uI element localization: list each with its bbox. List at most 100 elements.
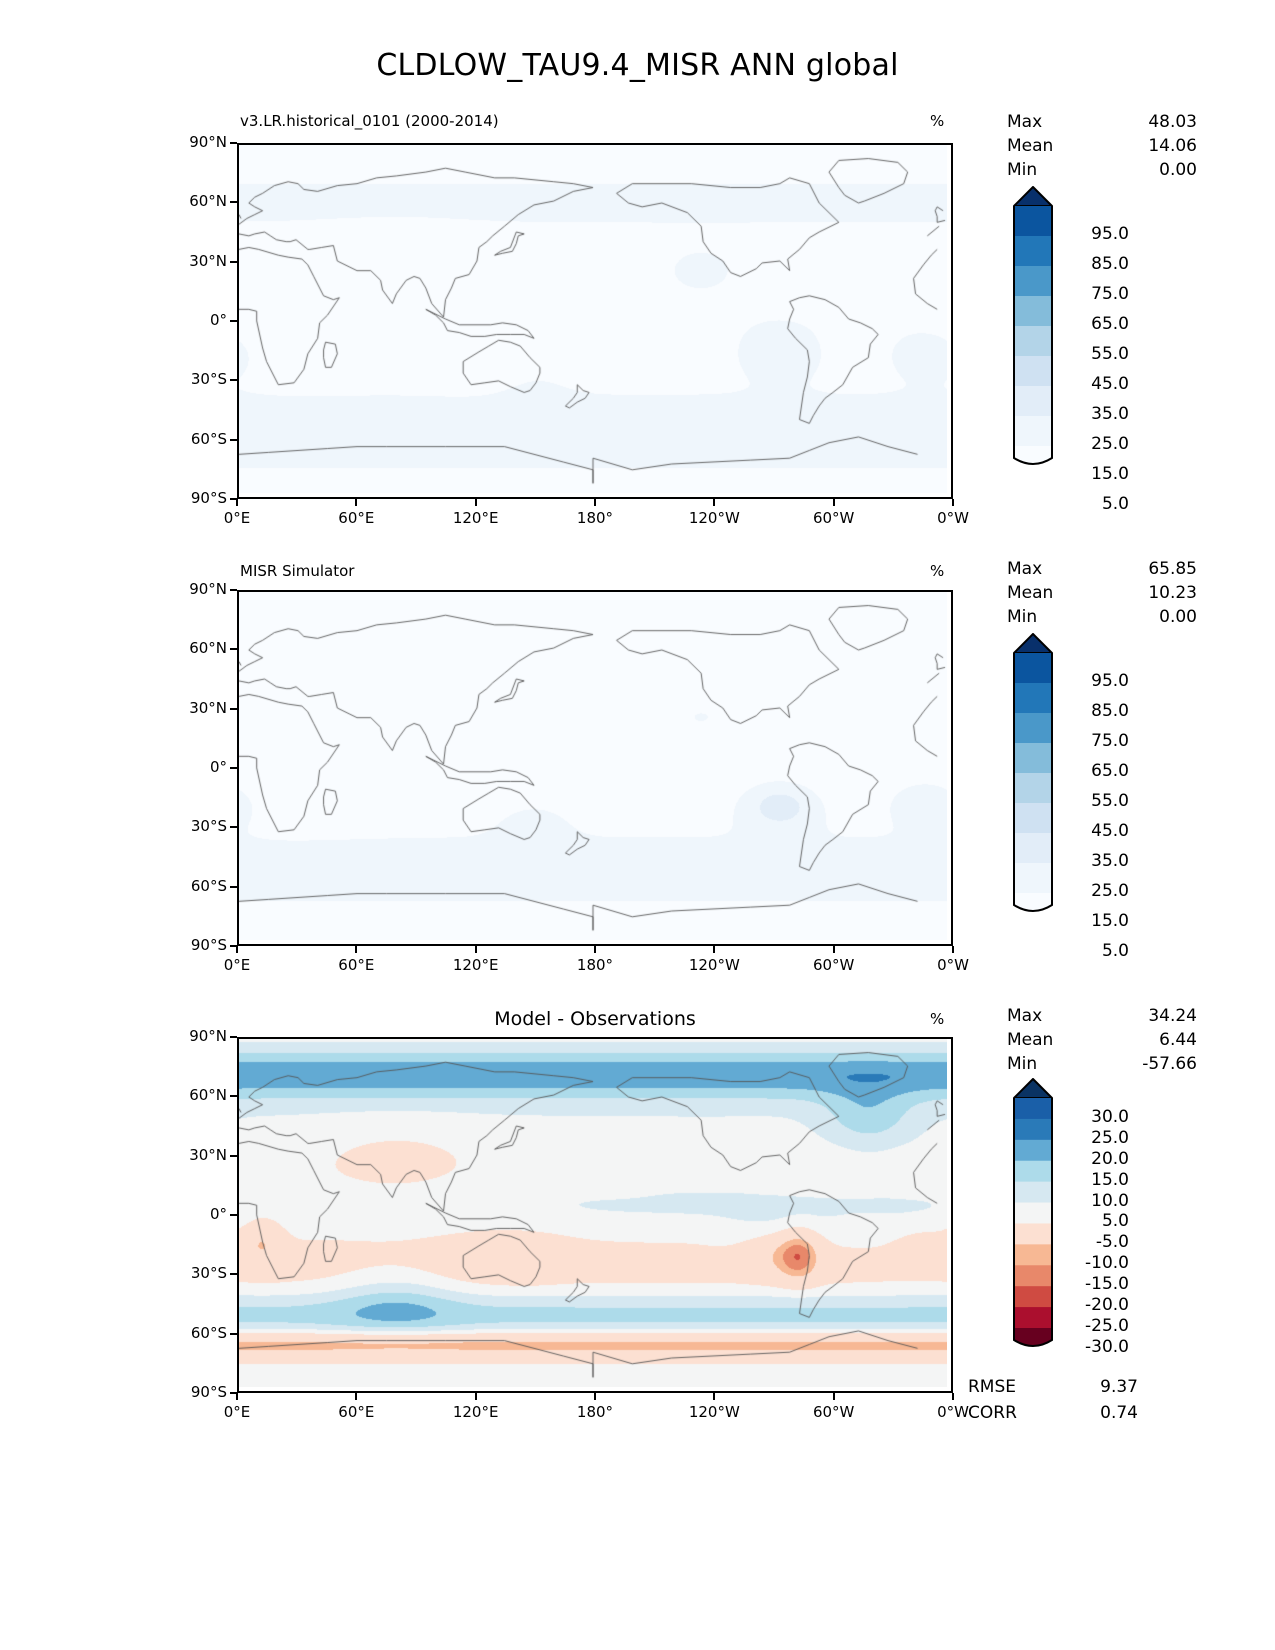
colorbar-tick-label: -25.0 [1085, 1316, 1129, 1336]
lat-tick-mark [230, 142, 237, 144]
map-plot-observations[interactable] [237, 590, 953, 946]
lon-tick-label: 120°W [688, 1403, 740, 1421]
colorbar-tick-label: 45.0 [1091, 821, 1129, 841]
colorbar-tick-label: 35.0 [1091, 404, 1129, 424]
colorbar-tick-label: -15.0 [1085, 1274, 1129, 1295]
lat-tick-label: 30°S [190, 1264, 227, 1283]
map-raster [239, 1039, 947, 1387]
lat-tick-label: 90°N [189, 133, 227, 151]
lon-tick-mark [236, 946, 238, 953]
lon-tick-mark [594, 946, 596, 953]
lon-tick-mark [832, 499, 835, 506]
lat-tick-label: 30°N [189, 1145, 227, 1164]
colorbar-tick-label: 20.0 [1091, 1148, 1129, 1169]
lon-tick-mark [594, 499, 596, 506]
lat-tick-mark [230, 379, 237, 382]
stat-key: Mean [1007, 583, 1054, 603]
map-plot-model[interactable] [237, 143, 953, 499]
lon-tick-label: 120°W [688, 509, 740, 527]
colorbar-tick-label: 5.0 [1101, 1211, 1129, 1232]
colorbar-swatches [1013, 633, 1053, 912]
lon-tick-mark [236, 499, 238, 506]
lon-tick-mark [952, 1393, 954, 1400]
lon-tick-label: 0°E [223, 956, 251, 974]
lon-tick-mark [832, 946, 835, 953]
lat-tick-label: 90°S [190, 489, 227, 507]
lat-tick-label: 90°S [190, 1383, 227, 1401]
lat-tick-label: 60°N [189, 192, 227, 211]
colorbar-tick-label: 25.0 [1091, 1127, 1129, 1148]
lat-tick-label: 0° [209, 758, 227, 776]
colorbar-tick-label: 85.0 [1091, 701, 1129, 721]
colorbar-tick-label: 25.0 [1091, 434, 1129, 454]
stat-key: Mean [1007, 1030, 1054, 1050]
score-key: CORR [968, 1403, 1017, 1423]
colorbar-tick-label: 55.0 [1091, 344, 1129, 364]
lat-tick-mark [230, 945, 237, 947]
lon-tick-mark [952, 499, 954, 506]
stat-key: Min [1007, 607, 1038, 627]
colorbar-tick-label: 25.0 [1091, 881, 1129, 901]
score-key: RMSE [968, 1377, 1017, 1397]
lat-tick-label: 90°N [189, 1027, 227, 1045]
colorbar-tick-label: 5.0 [1101, 941, 1129, 961]
lat-tick-mark [230, 201, 237, 204]
panel-2-subtitle: MISR Simulator [240, 562, 355, 580]
stat-value: 34.24 [1148, 1006, 1197, 1026]
colorbar-tick-label: 15.0 [1091, 464, 1129, 484]
panel-2-units: % [930, 562, 945, 580]
stat-key: Mean [1007, 136, 1054, 156]
map-raster [239, 145, 947, 493]
colorbar-tick-label: 35.0 [1091, 851, 1129, 871]
lat-tick-label: 30°S [190, 370, 227, 389]
colorbar-tick-label: 75.0 [1091, 731, 1129, 751]
lat-tick-mark [230, 767, 237, 769]
stat-key: Max [1007, 112, 1043, 132]
lon-tick-mark [832, 1393, 835, 1400]
colorbar-panel-3: 30.0 25.0 20.0 15.0 10.0 5.0 -5.0 -10.0 -15.0 -20… [1013, 1078, 1129, 1357]
colorbar-tick-label: 15.0 [1091, 1169, 1129, 1190]
lon-tick-mark [474, 946, 477, 953]
lat-tick-mark [230, 1332, 237, 1335]
lat-tick-label: 60°N [189, 1086, 227, 1105]
score-value: 0.74 [1100, 1403, 1138, 1423]
lat-tick-mark [230, 260, 237, 263]
lat-tick-mark [230, 438, 237, 441]
lon-tick-label: 60°E [338, 956, 375, 974]
lon-tick-label: 180° [576, 956, 614, 974]
lon-tick-label: 120°E [452, 956, 499, 974]
lat-tick-mark [230, 1154, 237, 1157]
lat-tick-label: 60°S [190, 1323, 227, 1342]
colorbar-tick-label: -20.0 [1085, 1295, 1129, 1316]
lat-tick-mark [230, 1036, 237, 1038]
colorbar-tick-label: 5.0 [1101, 494, 1129, 514]
lon-tick-label: 60°E [338, 1403, 375, 1421]
lon-tick-label: 0°E [223, 1403, 251, 1421]
stat-value: 0.00 [1159, 160, 1197, 180]
stat-key: Min [1007, 160, 1038, 180]
colorbar-swatches [1013, 186, 1053, 465]
lat-tick-label: 60°S [190, 429, 227, 448]
lat-tick-label: 30°S [190, 817, 227, 836]
lon-tick-label: 120°W [688, 956, 740, 974]
lon-tick-label: 120°E [452, 509, 499, 527]
lon-tick-mark [952, 946, 954, 953]
lon-tick-mark [713, 946, 716, 953]
lat-tick-mark [230, 1095, 237, 1098]
map-plot-difference[interactable] [237, 1037, 953, 1393]
lon-tick-label: 120°E [452, 1403, 499, 1421]
stat-value: 65.85 [1148, 559, 1197, 579]
stat-value: 6.44 [1159, 1030, 1197, 1050]
lat-tick-mark [230, 885, 237, 888]
lon-tick-mark [713, 1393, 716, 1400]
colorbar-tick-label: 95.0 [1091, 671, 1129, 691]
lat-tick-label: 30°N [189, 251, 227, 270]
lon-tick-label: 60°W [812, 956, 855, 974]
lon-tick-label: 180° [576, 509, 614, 527]
lon-tick-mark [713, 499, 716, 506]
lon-tick-mark [474, 1393, 477, 1400]
panel-1-subtitle: v3.LR.historical_0101 (2000-2014) [240, 112, 499, 130]
lon-tick-mark [474, 499, 477, 506]
panel-3-subtitle: Model - Observations [494, 1008, 696, 1030]
